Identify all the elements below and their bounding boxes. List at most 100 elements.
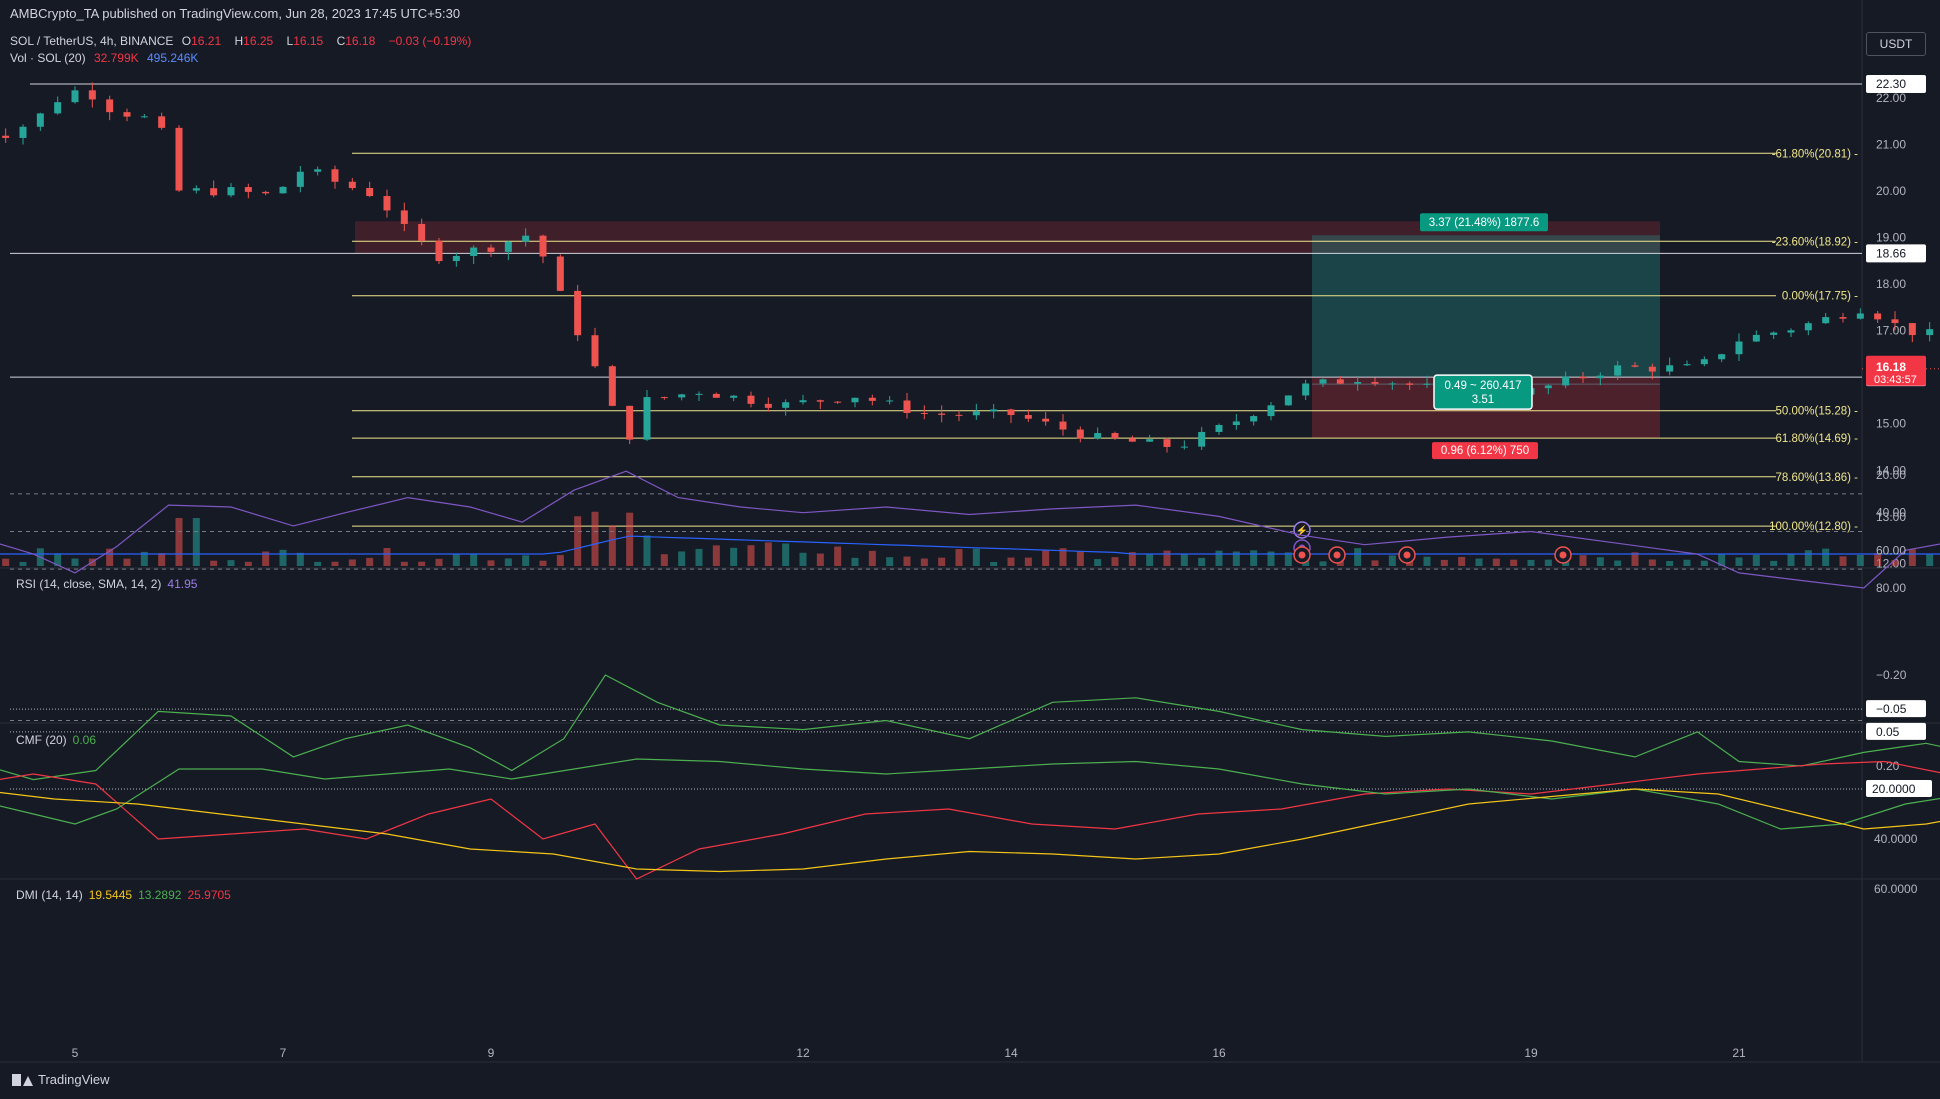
volume-bar-52 — [868, 550, 876, 566]
fib-label-bg-6 — [1776, 518, 1860, 535]
volume-bar-91 — [1544, 559, 1552, 566]
candle-body-16 — [244, 187, 252, 192]
volume-bar-70 — [1180, 554, 1188, 566]
mid-label-bg — [1433, 374, 1533, 410]
candle-body-35 — [574, 290, 582, 336]
candle-body-32 — [522, 235, 530, 242]
candle-body-52 — [868, 397, 876, 401]
volume-bar-11 — [158, 553, 166, 566]
target-label-bg — [1420, 213, 1548, 232]
candle-body-99 — [1683, 364, 1691, 366]
volume-bar-80 — [1354, 548, 1362, 566]
di-plus-line — [0, 758, 1940, 830]
candle-body-59 — [990, 409, 998, 412]
candle-body-64 — [1076, 429, 1084, 439]
candle-body-51 — [851, 397, 859, 403]
volume-bar-104 — [1770, 560, 1778, 566]
price-tick-3: 19.00 — [1876, 231, 1906, 245]
close-label: C — [336, 34, 346, 48]
candle-body-109 — [1856, 313, 1864, 319]
volume-bar-100 — [1700, 560, 1708, 566]
volume-bar-88 — [1492, 558, 1500, 566]
price-tick-8: 13.00 — [1876, 510, 1906, 524]
candle-body-66 — [1111, 433, 1119, 439]
volume-bar-60 — [1007, 557, 1015, 566]
dmi-badge — [1866, 780, 1932, 797]
candle-body-107 — [1822, 317, 1830, 324]
candle-body-113 — [1926, 329, 1934, 336]
candle-body-104 — [1770, 332, 1778, 335]
candle-body-83 — [1406, 383, 1414, 385]
currency-button[interactable]: USDT — [1866, 32, 1926, 56]
candle-body-61 — [1024, 415, 1032, 419]
candle-body-40 — [660, 397, 668, 399]
candle-body-105 — [1787, 330, 1795, 333]
volume-bar-61 — [1024, 557, 1032, 566]
candle-body-19 — [296, 171, 304, 187]
candle-body-20 — [314, 169, 322, 172]
volume-bar-106 — [1804, 550, 1812, 566]
candle-body-50 — [834, 401, 842, 403]
high-label: H — [234, 34, 244, 48]
volume-bar-112 — [1908, 549, 1916, 566]
cmf-tick-1: 0.05 — [1876, 725, 1900, 739]
volume-bar-76 — [1284, 552, 1292, 566]
cmf-label: CMF (20) — [16, 733, 67, 747]
volume-bar-23 — [366, 557, 374, 566]
volume-bar-56 — [938, 557, 946, 566]
volume-bar-87 — [1475, 558, 1483, 566]
candle-body-29 — [470, 247, 478, 256]
candle-body-94 — [1596, 375, 1604, 379]
candle-body-38 — [626, 405, 634, 440]
volume-bar-12 — [175, 518, 183, 566]
cmf-line — [0, 674, 1940, 781]
published-text: AMBCrypto_TA published on TradingView.co… — [10, 6, 461, 21]
candle-body-63 — [1059, 421, 1067, 430]
volume-bar-109 — [1856, 554, 1864, 566]
rsi-tick-0: 80.00 — [1876, 581, 1906, 595]
adx-value: 19.5445 — [88, 888, 133, 902]
volume-bar-86 — [1458, 556, 1466, 566]
volume-bar-94 — [1596, 557, 1604, 566]
candle-body-112 — [1908, 323, 1916, 336]
candle-body-101 — [1718, 354, 1726, 360]
volume-bar-37 — [608, 525, 616, 566]
candle-body-60 — [1007, 409, 1015, 416]
volume-bar-93 — [1579, 555, 1587, 566]
volume-bar-67 — [1128, 552, 1136, 566]
volume-bar-72 — [1215, 550, 1223, 566]
volume-ma-value: 495.246K — [147, 51, 199, 65]
volume-bar-42 — [695, 548, 703, 566]
volume-label: Vol · SOL (20) — [10, 51, 86, 65]
volume-bar-111 — [1891, 559, 1899, 566]
candle-body-98 — [1666, 365, 1674, 372]
volume-bar-20 — [314, 561, 322, 566]
mid-label-2: 3.51 — [1472, 394, 1494, 406]
volume-bar-65 — [1094, 559, 1102, 566]
volume-bar-96 — [1631, 552, 1639, 566]
cmf-badge-2 — [1866, 700, 1926, 718]
volume-bar-63 — [1059, 548, 1067, 566]
volume-bar-81 — [1371, 560, 1379, 566]
volume-bar-43 — [712, 545, 720, 566]
cmf-legend: CMF (20) 0.06 — [16, 733, 102, 747]
price-tick-5: 17.00 — [1876, 324, 1906, 338]
volume-value: 32.799K — [93, 51, 139, 65]
symbol-title: SOL / TetherUS, 4h, BINANCE — [10, 34, 174, 48]
fib-label-2: 0.00%(17.75) - — [1782, 291, 1858, 303]
volume-bar-34 — [556, 555, 564, 566]
dmi-tick-2: 20.0000 — [1872, 782, 1916, 796]
volume-bar-45 — [747, 545, 755, 566]
time-tick-6: 19 — [1524, 1046, 1538, 1060]
cmf-tick-2: −0.05 — [1876, 702, 1907, 716]
fib-label-bg-1 — [1776, 233, 1860, 250]
rsi-legend: RSI (14, close, SMA, 14, 2) 41.95 — [16, 577, 203, 591]
fib-label-6: 100.00%(12.80) - — [1769, 521, 1858, 533]
candle-body-15 — [227, 187, 235, 196]
volume-bar-49 — [816, 553, 824, 566]
candle-body-57 — [955, 414, 963, 416]
fib-label-1: -23.60%(18.92) - — [1772, 236, 1858, 248]
time-tick-2: 9 — [488, 1046, 495, 1060]
candle-body-102 — [1735, 341, 1743, 355]
